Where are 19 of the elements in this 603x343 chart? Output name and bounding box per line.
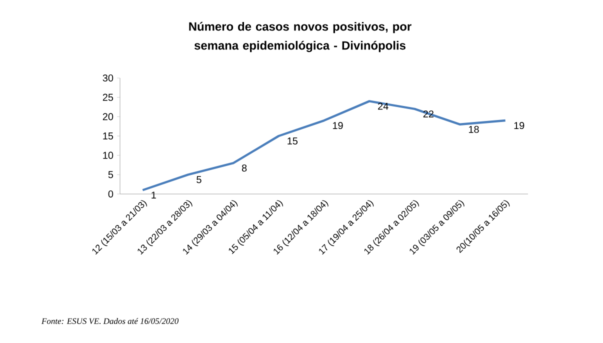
source-note: Fonte: ESUS VE. Dados até 16/05/2020 bbox=[41, 318, 179, 324]
chart-title: Número de casos novos positivos, por semana epidemiológica - Divinópolis bbox=[189, 22, 412, 52]
data-label: 19 bbox=[332, 122, 343, 130]
data-label: 22 bbox=[423, 110, 434, 118]
data-label: 24 bbox=[378, 102, 388, 110]
y-tick-label: 25 bbox=[102, 94, 114, 101]
y-tick-label: 15 bbox=[103, 132, 114, 140]
data-label: 15 bbox=[288, 138, 298, 144]
data-label: 5 bbox=[196, 176, 202, 184]
data-label: 18 bbox=[468, 126, 479, 133]
y-tick-label: 20 bbox=[102, 113, 114, 120]
y-tick-label: 0 bbox=[108, 190, 114, 198]
y-tick-label: 30 bbox=[102, 74, 114, 82]
line-series bbox=[142, 100, 506, 192]
data-label: 8 bbox=[242, 164, 247, 172]
y-tick-label: 10 bbox=[103, 152, 114, 159]
y-tick-label: 5 bbox=[108, 171, 114, 178]
data-label: 19 bbox=[514, 122, 524, 130]
data-label: 1 bbox=[152, 192, 156, 199]
